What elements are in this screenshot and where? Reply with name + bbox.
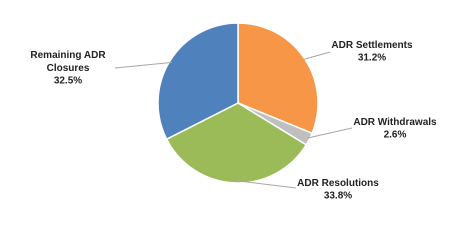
leader-line (302, 51, 331, 61)
value-label: 33.8% (324, 191, 352, 202)
value-label: 31.2% (358, 53, 386, 64)
pie-slice (237, 22, 319, 135)
label-line: ADR Resolutions (297, 178, 379, 189)
category-label: ADR Settlements (331, 40, 413, 51)
value-label: 32.5% (54, 76, 82, 87)
label-line: Remaining ADR (30, 50, 106, 61)
leader-line (114, 61, 172, 69)
chart: ADR Settlements 31.2% ADR Withdrawals 2.6% A… (30, 22, 437, 202)
label-line: ADR Withdrawals (353, 117, 437, 128)
leader-line (234, 180, 297, 189)
pie-slice (157, 22, 239, 141)
category-label: ADR Resolutions (297, 178, 379, 189)
category-label: Remaining ADR Closures (30, 50, 106, 74)
value-label: 2.6% (384, 130, 407, 141)
label-line: Closures (47, 63, 90, 74)
leader-line (307, 127, 353, 139)
category-label: ADR Withdrawals (353, 117, 437, 128)
label-line: ADR Settlements (331, 40, 413, 51)
pie-slice (165, 102, 308, 184)
